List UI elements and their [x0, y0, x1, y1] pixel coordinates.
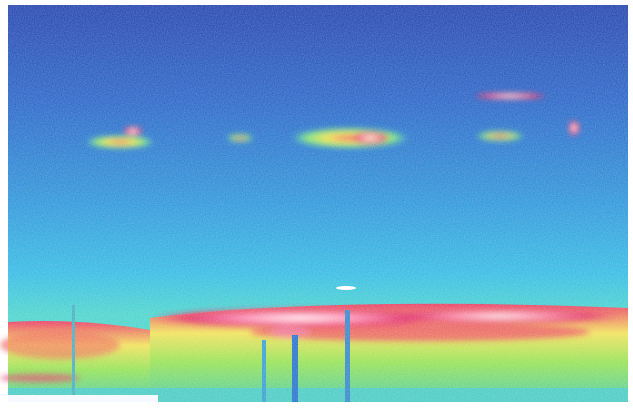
- noise: [8, 5, 628, 402]
